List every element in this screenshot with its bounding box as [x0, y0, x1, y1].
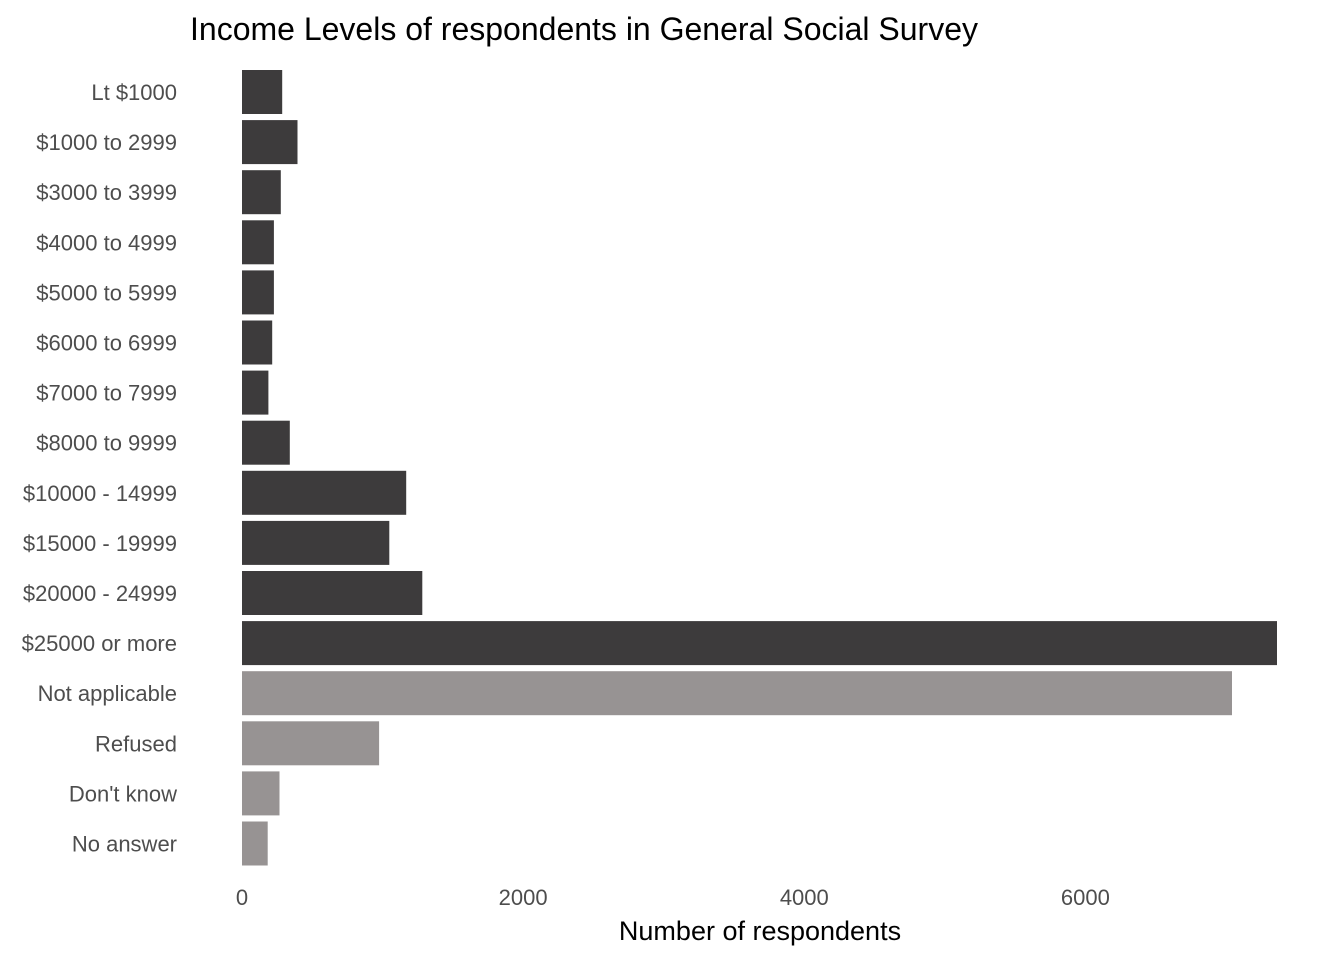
bar-11 — [242, 621, 1277, 666]
category-label: $7000 to 7999 — [36, 381, 177, 406]
category-label: $3000 to 3999 — [36, 180, 177, 205]
bar-6 — [242, 370, 269, 415]
bar-12 — [242, 671, 1232, 716]
category-label: No answer — [72, 832, 177, 857]
bar-13 — [242, 721, 380, 766]
x-tick-label: 6000 — [1061, 885, 1110, 910]
category-label: $5000 to 5999 — [36, 280, 177, 305]
bar-10 — [242, 571, 423, 615]
bar-2 — [242, 170, 281, 215]
bar-5 — [242, 320, 273, 365]
x-axis-title: Number of respondents — [619, 916, 901, 946]
category-label: $15000 - 19999 — [23, 531, 177, 556]
category-label: Refused — [95, 731, 177, 756]
category-label: $25000 or more — [22, 631, 177, 656]
bar-1 — [242, 120, 298, 165]
chart-title: Income Levels of respondents in General … — [190, 11, 978, 47]
bar-15 — [242, 821, 268, 866]
bar-14 — [242, 771, 280, 816]
x-tick-label: 2000 — [499, 885, 548, 910]
x-tick-label: 4000 — [780, 885, 829, 910]
bar-9 — [242, 520, 390, 565]
category-label: $1000 to 2999 — [36, 130, 177, 155]
x-axis-ticks: 0 2000 4000 6000 — [236, 885, 1110, 910]
bar-0 — [242, 70, 283, 114]
category-label: Not applicable — [38, 681, 177, 706]
category-label: $4000 to 4999 — [36, 230, 177, 255]
category-label: $20000 - 24999 — [23, 581, 177, 606]
bar-3 — [242, 220, 274, 265]
bar-7 — [242, 420, 290, 465]
category-label: Lt $1000 — [91, 80, 177, 105]
category-label: $10000 - 14999 — [23, 481, 177, 506]
bars-group — [242, 70, 1277, 866]
category-label: Don't know — [69, 781, 177, 806]
category-label: $8000 to 9999 — [36, 431, 177, 456]
x-tick-label: 0 — [236, 885, 248, 910]
category-labels: Lt $1000 $1000 to 2999 $3000 to 3999 $4000 … — [22, 80, 177, 857]
bar-4 — [242, 270, 274, 315]
bar-8 — [242, 470, 407, 515]
category-label: $6000 to 6999 — [36, 331, 177, 356]
